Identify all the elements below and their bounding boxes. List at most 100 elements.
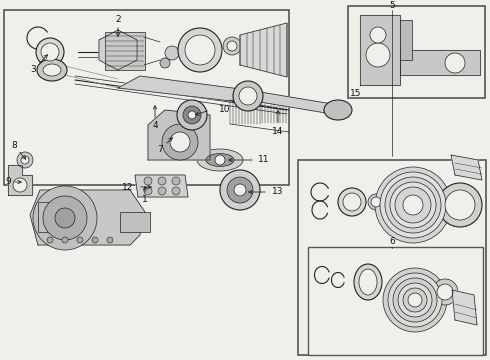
Circle shape	[33, 186, 97, 250]
Text: 6: 6	[389, 238, 395, 247]
Text: 7: 7	[157, 145, 163, 154]
Circle shape	[375, 167, 451, 243]
Circle shape	[403, 288, 427, 312]
Circle shape	[215, 155, 225, 165]
Circle shape	[398, 283, 432, 317]
Bar	[120, 212, 150, 232]
Circle shape	[172, 187, 180, 195]
Circle shape	[370, 27, 386, 43]
Circle shape	[388, 273, 442, 327]
Circle shape	[223, 37, 241, 55]
Circle shape	[107, 237, 113, 243]
Text: 4: 4	[152, 121, 158, 130]
Circle shape	[165, 46, 179, 60]
Polygon shape	[360, 15, 400, 85]
Circle shape	[183, 106, 201, 124]
Bar	[348, 6, 485, 98]
Polygon shape	[451, 155, 482, 180]
Circle shape	[383, 268, 447, 332]
Circle shape	[380, 172, 446, 238]
Circle shape	[188, 111, 196, 119]
Polygon shape	[8, 165, 32, 195]
Circle shape	[445, 190, 475, 220]
Ellipse shape	[43, 64, 61, 76]
Polygon shape	[400, 50, 480, 75]
Circle shape	[47, 237, 53, 243]
Circle shape	[445, 53, 465, 73]
Circle shape	[144, 177, 152, 185]
Ellipse shape	[206, 153, 234, 166]
Polygon shape	[30, 190, 145, 245]
Circle shape	[437, 284, 453, 300]
Circle shape	[432, 279, 458, 305]
Ellipse shape	[37, 59, 67, 81]
Text: 3: 3	[30, 66, 36, 75]
Circle shape	[41, 43, 59, 61]
Circle shape	[390, 182, 436, 228]
Circle shape	[343, 193, 361, 211]
Polygon shape	[148, 110, 210, 160]
Circle shape	[17, 152, 33, 168]
Circle shape	[158, 177, 166, 185]
Ellipse shape	[354, 264, 382, 300]
Text: 13: 13	[272, 188, 284, 197]
Circle shape	[408, 293, 422, 307]
Ellipse shape	[197, 149, 243, 171]
Text: 15: 15	[350, 89, 362, 98]
Text: 1: 1	[142, 195, 148, 204]
Circle shape	[438, 183, 482, 227]
Polygon shape	[118, 76, 248, 102]
Polygon shape	[260, 92, 338, 115]
Circle shape	[234, 184, 246, 196]
Bar	[298, 160, 486, 355]
Circle shape	[395, 187, 431, 223]
Circle shape	[144, 187, 152, 195]
Polygon shape	[240, 23, 287, 77]
Circle shape	[158, 187, 166, 195]
Circle shape	[177, 100, 207, 130]
Circle shape	[239, 87, 257, 105]
Circle shape	[227, 177, 253, 203]
Circle shape	[385, 177, 441, 233]
Ellipse shape	[324, 100, 352, 120]
Bar	[400, 20, 412, 60]
Ellipse shape	[359, 269, 377, 295]
Polygon shape	[135, 175, 188, 197]
Polygon shape	[99, 30, 137, 70]
Circle shape	[178, 28, 222, 72]
Circle shape	[227, 41, 237, 51]
Circle shape	[185, 35, 215, 65]
Circle shape	[366, 43, 390, 67]
Circle shape	[162, 124, 198, 160]
Text: 12: 12	[122, 183, 134, 192]
Circle shape	[36, 38, 64, 66]
Bar	[38, 202, 60, 232]
Text: 14: 14	[272, 127, 284, 136]
Text: 10: 10	[219, 105, 231, 114]
Circle shape	[403, 195, 423, 215]
Circle shape	[220, 170, 260, 210]
Circle shape	[55, 208, 75, 228]
Circle shape	[13, 178, 27, 192]
Circle shape	[172, 177, 180, 185]
Text: 9: 9	[5, 177, 11, 186]
Circle shape	[92, 237, 98, 243]
Circle shape	[371, 197, 381, 207]
Circle shape	[233, 81, 263, 111]
Bar	[105, 32, 145, 70]
Circle shape	[43, 196, 87, 240]
Text: 11: 11	[258, 156, 270, 165]
Circle shape	[21, 156, 29, 164]
Text: 2: 2	[115, 15, 121, 24]
Text: 8: 8	[11, 140, 17, 149]
Circle shape	[393, 278, 437, 322]
Text: 5: 5	[389, 0, 395, 9]
Circle shape	[170, 132, 190, 152]
Polygon shape	[452, 290, 477, 325]
Bar	[308, 247, 483, 355]
Circle shape	[62, 237, 68, 243]
Bar	[4, 10, 289, 185]
Circle shape	[160, 58, 170, 68]
Circle shape	[338, 188, 366, 216]
Circle shape	[368, 194, 384, 210]
